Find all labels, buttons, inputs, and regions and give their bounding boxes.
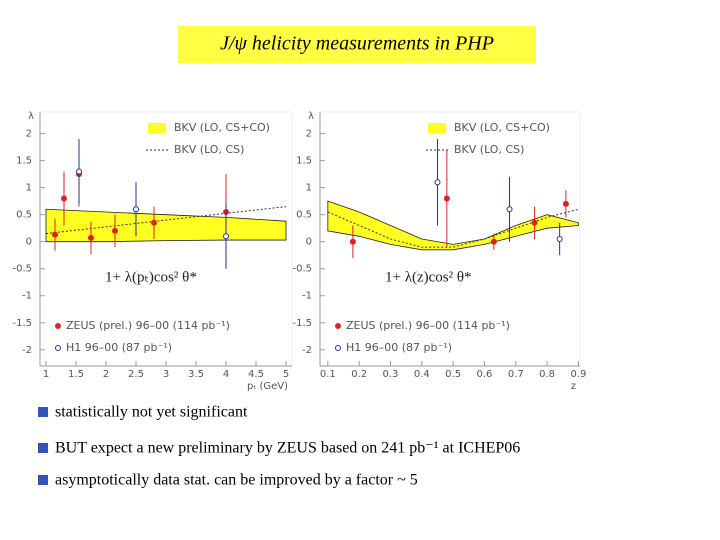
point: [490, 238, 497, 245]
point: [443, 195, 450, 202]
x-tick-label: 1: [43, 369, 49, 380]
legend-marker: [335, 345, 341, 351]
band: [327, 200, 579, 251]
point: [349, 238, 356, 245]
bullet-marker: [38, 407, 48, 417]
x-tick-label: 3: [163, 369, 169, 380]
title-box: [178, 26, 536, 63]
x-tick-label: 1.5: [68, 369, 84, 380]
x-tick-label: 0.7: [508, 369, 524, 380]
legend-swatch: [148, 123, 166, 133]
x-axis-label: z: [571, 381, 576, 392]
y-tick-label: 0.5: [296, 210, 312, 221]
point: [112, 227, 118, 234]
y-tick-label: 2: [26, 129, 32, 140]
legend-label: BKV (LO, CS): [454, 143, 524, 156]
y-tick-label: 1.5: [16, 156, 32, 167]
point: [562, 200, 569, 207]
y-tick-label: 2: [306, 129, 312, 140]
curve: [327, 208, 579, 248]
y-axis-label: λ: [308, 111, 314, 122]
annotation: 1+ λ(z)cos² θ*: [385, 269, 472, 285]
legend-marker: [55, 345, 61, 351]
x-tick-label: 4: [223, 369, 229, 380]
y-tick-label: 0.5: [16, 210, 32, 221]
bullet-text: asymptotically data stat. can be improve…: [55, 472, 418, 489]
x-tick-label: 0.2: [351, 369, 367, 380]
point: [52, 231, 58, 238]
x-tick-label: 0.3: [383, 369, 399, 380]
legend-label: H1 96–00 (87 pb⁻¹): [346, 341, 452, 354]
x-tick-label: 0.4: [414, 369, 430, 380]
point: [223, 233, 229, 240]
x-tick-label: 0.1: [320, 369, 336, 380]
y-tick-label: -1.5: [12, 318, 32, 329]
y-tick-label: 1.5: [296, 156, 312, 167]
y-tick-label: -1: [302, 291, 312, 302]
bullet-marker: [38, 443, 48, 453]
x-tick-label: 2: [103, 369, 109, 380]
y-tick-label: 1: [306, 183, 312, 194]
point: [506, 206, 513, 213]
legend-swatch: [428, 123, 446, 133]
legend-marker: [335, 323, 341, 329]
y-tick-label: -0.5: [292, 264, 312, 275]
point: [151, 219, 157, 226]
y-tick-label: -2: [302, 345, 312, 356]
curve: [45, 206, 287, 235]
band: [45, 208, 287, 243]
y-tick-label: -1: [22, 291, 32, 302]
x-tick-label: 0.6: [477, 369, 493, 380]
y-tick-label: -2: [22, 345, 32, 356]
y-tick-label: 1: [26, 183, 32, 194]
y-tick-label: 0: [306, 237, 312, 248]
point: [556, 236, 563, 242]
point: [61, 195, 67, 202]
legend-label: ZEUS (prel.) 96–00 (114 pb⁻¹): [346, 319, 510, 332]
point: [531, 219, 538, 226]
x-tick-label: 0.9: [570, 369, 586, 380]
legend-label: BKV (LO, CS+CO): [454, 121, 550, 134]
legend-label: ZEUS (prel.) 96–00 (114 pb⁻¹): [66, 319, 230, 332]
legend-label: BKV (LO, CS): [174, 143, 244, 156]
point: [133, 206, 139, 213]
y-tick-label: -0.5: [12, 264, 32, 275]
x-tick-label: 2.5: [128, 369, 144, 380]
point: [88, 234, 94, 241]
bullet-text: BUT expect a new preliminary by ZEUS bas…: [55, 440, 520, 457]
point: [76, 168, 82, 175]
y-tick-label: -1.5: [292, 318, 312, 329]
x-tick-label: 4.5: [248, 369, 264, 380]
y-axis-label: λ: [28, 111, 34, 122]
x-tick-label: 3.5: [188, 369, 204, 380]
bullet-marker: [38, 475, 48, 485]
x-tick-label: 0.5: [445, 369, 461, 380]
point: [434, 179, 441, 186]
x-tick-label: 0.8: [539, 369, 555, 380]
legend-marker: [55, 323, 61, 329]
x-tick-label: 5: [283, 369, 289, 380]
annotation: 1+ λ(pₜ)cos² θ*: [105, 269, 197, 285]
slide-title: J/ψ helicity measurements in PHP: [220, 33, 494, 55]
x-axis-label: pₜ (GeV): [247, 381, 288, 392]
legend-label: BKV (LO, CS+CO): [174, 121, 270, 134]
y-tick-label: 0: [26, 237, 32, 248]
bullet-text: statistically not yet significant: [55, 404, 248, 421]
legend-label: H1 96–00 (87 pb⁻¹): [66, 341, 172, 354]
